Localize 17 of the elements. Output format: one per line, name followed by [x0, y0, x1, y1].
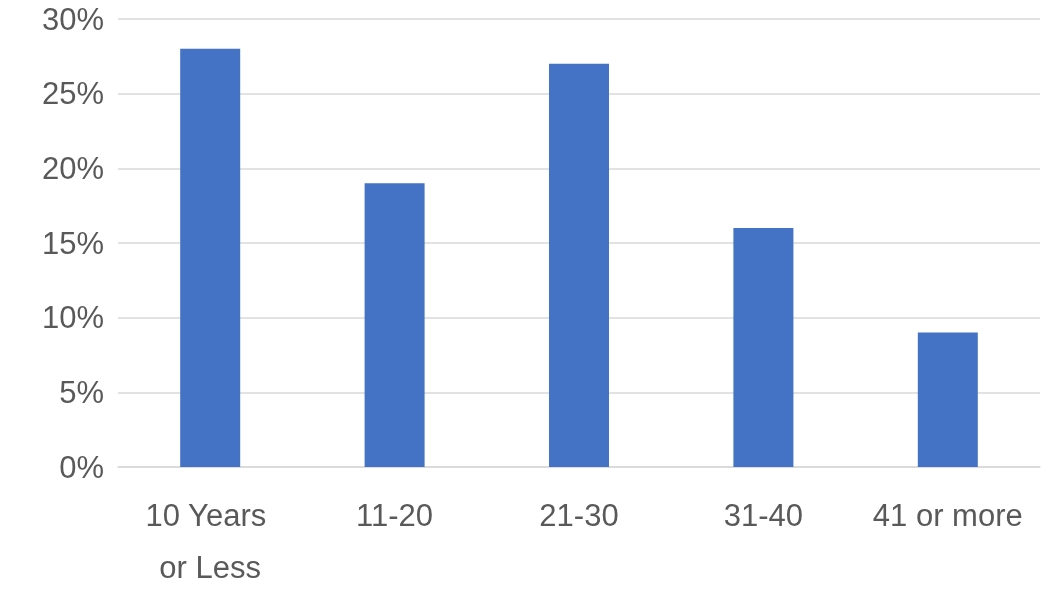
y-tick-label: 5% — [59, 374, 104, 410]
x-tick-label: 41 or more — [872, 497, 1023, 533]
x-tick-label: 11-20 — [356, 497, 434, 533]
y-tick-label: 10% — [41, 300, 104, 336]
bar — [364, 183, 425, 467]
bar — [733, 228, 794, 467]
bar — [917, 332, 978, 467]
y-tick-label: 0% — [59, 449, 104, 485]
y-tick-label: 20% — [41, 150, 104, 186]
bar — [549, 63, 609, 467]
bar — [180, 48, 241, 467]
x-tick-label: 31-40 — [723, 497, 804, 533]
x-tick-label: 21-30 — [539, 497, 619, 533]
y-tick-label: 15% — [41, 225, 104, 261]
y-tick-label: 30% — [41, 1, 104, 37]
y-tick-label: 25% — [41, 76, 104, 112]
x-tick-label: 10 Years or Less — [145, 497, 275, 585]
